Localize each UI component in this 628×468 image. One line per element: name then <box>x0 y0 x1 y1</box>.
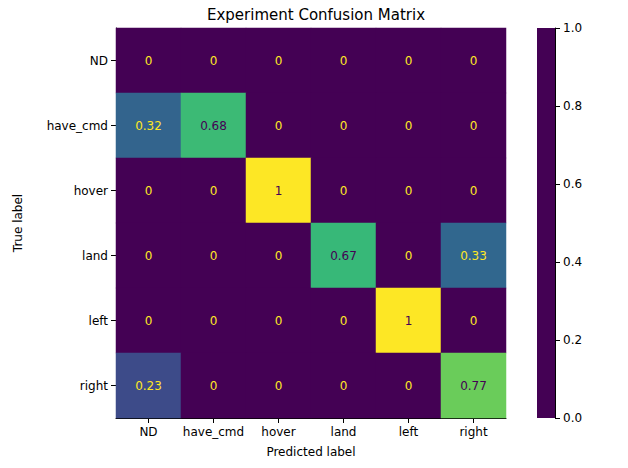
svg-text:0: 0 <box>470 54 478 68</box>
svg-text:0: 0 <box>340 119 348 133</box>
svg-text:0: 0 <box>210 249 218 263</box>
svg-text:right: right <box>459 425 487 439</box>
svg-text:0: 0 <box>470 119 478 133</box>
svg-text:0: 0 <box>210 379 218 393</box>
svg-text:1: 1 <box>405 314 413 328</box>
svg-text:1.0: 1.0 <box>563 21 582 35</box>
svg-text:0.33: 0.33 <box>460 249 487 263</box>
svg-text:0.68: 0.68 <box>200 119 227 133</box>
svg-text:left: left <box>89 314 109 328</box>
svg-text:0: 0 <box>405 54 413 68</box>
svg-text:0: 0 <box>340 314 348 328</box>
svg-text:0: 0 <box>470 314 478 328</box>
svg-text:0: 0 <box>275 119 283 133</box>
svg-text:0: 0 <box>210 314 218 328</box>
svg-text:0.6: 0.6 <box>563 177 582 191</box>
svg-text:0.4: 0.4 <box>563 255 582 269</box>
svg-text:ND: ND <box>90 54 108 68</box>
svg-text:0: 0 <box>145 54 153 68</box>
svg-text:land: land <box>82 249 108 263</box>
svg-text:1: 1 <box>275 184 283 198</box>
svg-text:ND: ND <box>139 425 157 439</box>
svg-text:0.32: 0.32 <box>135 119 162 133</box>
svg-text:0: 0 <box>145 184 153 198</box>
svg-text:Predicted label: Predicted label <box>266 445 355 459</box>
svg-text:0: 0 <box>210 184 218 198</box>
svg-text:0: 0 <box>405 379 413 393</box>
svg-text:have_cmd: have_cmd <box>183 425 244 439</box>
svg-text:0.77: 0.77 <box>460 379 487 393</box>
svg-text:0: 0 <box>145 249 153 263</box>
svg-text:land: land <box>331 425 357 439</box>
svg-text:right: right <box>80 379 108 393</box>
svg-text:0.0: 0.0 <box>563 411 582 425</box>
svg-text:0: 0 <box>275 249 283 263</box>
svg-text:0: 0 <box>210 54 218 68</box>
svg-text:0: 0 <box>340 379 348 393</box>
svg-text:left: left <box>399 425 419 439</box>
svg-text:0: 0 <box>405 184 413 198</box>
svg-text:0: 0 <box>145 314 153 328</box>
svg-text:0: 0 <box>275 54 283 68</box>
svg-text:0: 0 <box>340 184 348 198</box>
svg-text:0.2: 0.2 <box>563 333 582 347</box>
svg-text:0: 0 <box>275 314 283 328</box>
svg-text:0: 0 <box>405 119 413 133</box>
svg-text:0: 0 <box>275 379 283 393</box>
svg-text:0: 0 <box>340 54 348 68</box>
svg-text:True label: True label <box>11 194 25 253</box>
svg-text:0: 0 <box>470 184 478 198</box>
svg-text:0: 0 <box>405 249 413 263</box>
svg-text:0.8: 0.8 <box>563 99 582 113</box>
svg-text:have_cmd: have_cmd <box>47 119 108 133</box>
svg-text:0.23: 0.23 <box>135 379 162 393</box>
svg-text:0.67: 0.67 <box>330 249 357 263</box>
svg-text:Experiment Confusion Matrix: Experiment Confusion Matrix <box>207 6 425 24</box>
svg-text:hover: hover <box>74 184 108 198</box>
svg-text:hover: hover <box>261 425 295 439</box>
